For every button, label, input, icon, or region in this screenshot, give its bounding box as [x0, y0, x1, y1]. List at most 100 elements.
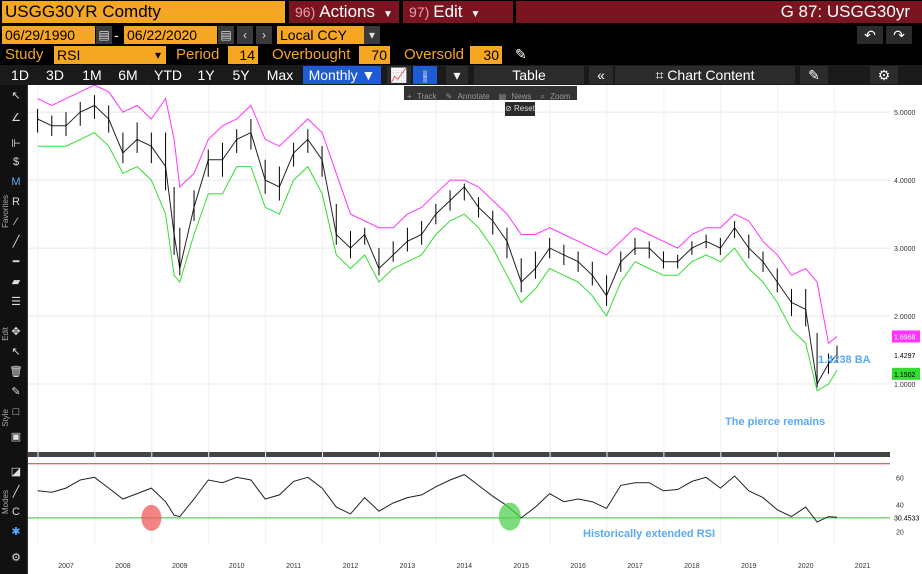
delete-icon[interactable]: 🗑	[9, 366, 23, 378]
chevron-right-icon[interactable]: ›	[256, 26, 272, 44]
annotation-icon[interactable]: ∠	[11, 112, 21, 124]
line-tool-icon[interactable]: ╱	[12, 236, 20, 248]
modes-label: Modes	[1, 490, 10, 515]
rsi-y-tick-label: 20	[896, 529, 904, 536]
fib-tool-icon[interactable]: ☰	[11, 296, 21, 308]
pencil-icon[interactable]: ✎	[515, 46, 527, 62]
r-icon[interactable]: R	[12, 196, 20, 208]
study-select[interactable]: RSI	[54, 46, 150, 64]
oversold-label: Oversold	[404, 46, 465, 63]
brush-icon[interactable]: ⁄	[15, 216, 17, 228]
upper-value-label-box	[892, 330, 920, 343]
redo-icon[interactable]: ↷	[886, 26, 912, 44]
header-tail	[516, 1, 922, 23]
upper-band-line	[37, 84, 838, 345]
start-date-input[interactable]: 06/29/1990	[2, 26, 95, 44]
range-5y-button[interactable]: 5Y	[232, 67, 250, 83]
range-1m-button[interactable]: 1M	[82, 67, 102, 83]
rsi-value-label-box	[892, 511, 920, 524]
chart-area[interactable]: 5.0000 4.0000 3.0000 2.0000 1.0000 60 40 20 2007…	[28, 84, 922, 574]
rsi-y-tick-label: 60	[896, 475, 904, 482]
frequency-select[interactable]: Monthly ▼	[303, 66, 381, 84]
range-1d-button[interactable]: 1D	[11, 67, 29, 83]
collapse-icon[interactable]: «	[589, 66, 613, 84]
range-1y-button[interactable]: 1Y	[197, 67, 215, 83]
oversold-input[interactable]: 30	[470, 46, 502, 64]
x-tick-label: 2009	[172, 563, 188, 570]
undo-icon[interactable]: ↶	[857, 26, 883, 44]
reset-button[interactable]: ⊘ Reset	[505, 102, 535, 116]
chevron-down-icon[interactable]: ▾	[150, 46, 166, 64]
chart-svg[interactable]: 5.0000 4.0000 3.0000 2.0000 1.0000 60 40 20 2007…	[28, 84, 922, 574]
chevron-down-icon[interactable]: ▾	[446, 66, 468, 84]
date-bar: 06/29/1990 ▤ - 06/22/2020 ▤ ‹ › Local CC…	[0, 25, 922, 45]
edit-chart-icon[interactable]: ✎	[800, 66, 828, 84]
actions-menu-button[interactable]: 96) Actions ▼	[289, 1, 399, 23]
overbought-input[interactable]: 70	[359, 46, 390, 64]
cursor-icon[interactable]: ↖	[11, 90, 21, 102]
news-button[interactable]: ▤ News	[496, 90, 538, 104]
x-tick-label: 2014	[457, 563, 473, 570]
favorites-label: Favorites	[1, 195, 10, 228]
c-icon[interactable]: C	[12, 506, 20, 518]
end-date-input[interactable]: 06/22/2020	[124, 26, 217, 44]
channel-tool-icon[interactable]: ▰	[11, 276, 21, 288]
annotate-button[interactable]: ✎ Annotate	[443, 90, 496, 104]
range-3d-button[interactable]: 3D	[46, 67, 64, 83]
price-value-label: 1.4297	[894, 353, 916, 360]
zoom-button[interactable]: ⌕ Zoom	[537, 90, 576, 104]
currency-select[interactable]: Local CCY	[277, 26, 364, 44]
chevron-left-icon[interactable]: ‹	[237, 26, 253, 44]
hline-tool-icon[interactable]: ━	[12, 256, 20, 268]
range-max-button[interactable]: Max	[266, 67, 294, 83]
table-button[interactable]: Table	[474, 66, 584, 84]
pointer-icon[interactable]: ↖	[11, 346, 21, 358]
x-tick-label: 2021	[855, 563, 871, 570]
x-tick-label: 2020	[798, 563, 814, 570]
price-y-tick-label: 2.0000	[894, 314, 916, 321]
chart-content-icon: ⌗	[655, 67, 664, 83]
move-icon[interactable]: ✥	[11, 326, 21, 338]
text-tool-icon[interactable]: M	[11, 176, 21, 188]
pen-icon[interactable]: ✎	[11, 386, 21, 398]
calendar-icon[interactable]: ▤	[96, 26, 112, 44]
drawing-tools-sidebar: ↖ ∠ ⊩ $ M R ⁄ ╱ ━ ▰ ☰ ✥ ↖ 🗑 ✎ □ ▣ ◪ ╱ C …	[0, 85, 28, 574]
chevron-down-icon: ▼	[470, 9, 481, 20]
x-tick-label: 2008	[115, 563, 131, 570]
ruler-icon[interactable]: ⊩	[11, 138, 21, 150]
chevron-down-icon[interactable]: ▾	[364, 26, 380, 44]
range-ytd-button[interactable]: YTD	[154, 67, 182, 83]
chart-content-button[interactable]: ⌗ Chart Content	[615, 66, 795, 84]
mode-icon[interactable]: ◪	[10, 466, 22, 478]
gear-icon[interactable]: ⚙	[870, 66, 898, 84]
bar-chart-icon[interactable]: ⫲	[413, 66, 437, 84]
bloomberg-icon[interactable]: ✱	[11, 526, 21, 538]
upper-value-label: 1.6968	[894, 334, 916, 341]
mini-toolbar: + Track ✎ Annotate ▤ News ⌕ Zoom	[404, 86, 577, 101]
palette-icon[interactable]: ▣	[10, 431, 22, 443]
range-toolbar: 1D 3D 1M 6M YTD 1Y 5Y Max Monthly ▼ 📈 ⫲ …	[0, 65, 922, 85]
frequency-label: Monthly	[308, 67, 358, 83]
rsi-line	[37, 474, 838, 523]
range-6m-button[interactable]: 6M	[118, 67, 138, 83]
rsi-panel	[28, 457, 890, 545]
x-tick-label: 2019	[741, 563, 757, 570]
x-tick-label: 2017	[627, 563, 643, 570]
gear-icon[interactable]: ⚙	[11, 552, 21, 564]
dollar-icon[interactable]: $	[12, 156, 20, 168]
track-button[interactable]: + Track	[404, 90, 443, 104]
track-label: Track	[416, 92, 437, 101]
x-axis-panel	[28, 545, 922, 574]
calendar-icon[interactable]: ▤	[218, 26, 234, 44]
ticker-field[interactable]: USGG30YR Comdty	[2, 1, 285, 23]
line-mode-icon[interactable]: ╱	[12, 486, 20, 498]
square-icon[interactable]: □	[12, 406, 20, 418]
annotate-label: Annotate	[457, 92, 490, 101]
edit-menu-button[interactable]: 97) Edit ▼	[403, 1, 513, 23]
period-input[interactable]: 14	[228, 46, 258, 64]
rsi-annotation: Historically extended RSI	[583, 528, 715, 540]
line-chart-icon[interactable]: 📈	[387, 66, 411, 84]
x-tick-label: 2010	[229, 563, 245, 570]
zoom-label: Zoom	[550, 92, 571, 101]
x-tick-label: 2015	[513, 563, 529, 570]
